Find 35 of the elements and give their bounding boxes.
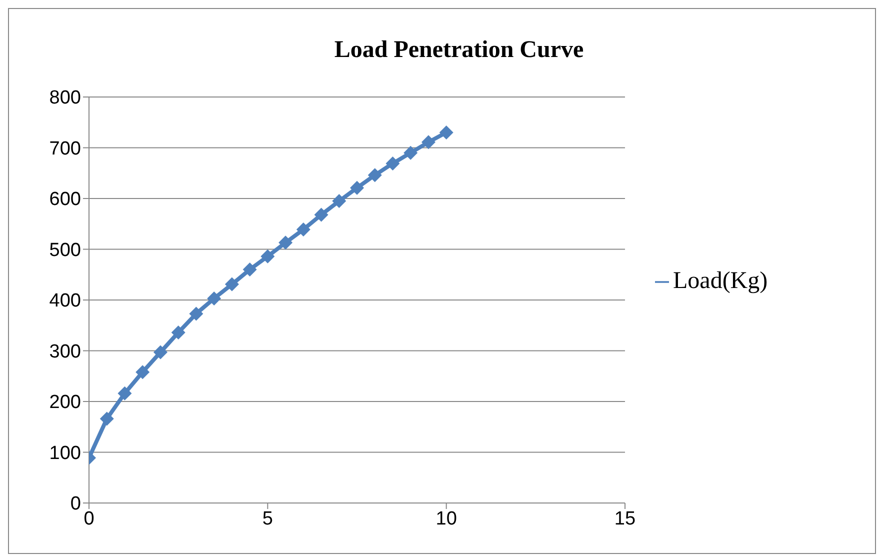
y-tick-label: 700 — [49, 138, 81, 160]
point — [404, 146, 418, 160]
point — [207, 291, 222, 306]
x-tick-label: 0 — [84, 508, 94, 530]
point — [314, 208, 328, 222]
point — [224, 277, 239, 292]
point — [100, 412, 114, 426]
point — [421, 135, 436, 150]
point — [242, 262, 257, 277]
chart-title: Load Penetration Curve — [333, 37, 585, 64]
x-tick-label: 5 — [262, 508, 273, 530]
x-tick-label: 10 — [436, 508, 457, 530]
legend-label: Load(Kg) — [673, 268, 768, 294]
y-tick-label: 0 — [70, 494, 81, 515]
point — [386, 156, 400, 170]
point — [136, 365, 150, 380]
point — [439, 126, 454, 140]
y-tick-label: 100 — [49, 442, 81, 464]
point — [260, 249, 275, 264]
y-tick-label: 200 — [49, 392, 81, 414]
point — [350, 180, 364, 195]
point — [296, 222, 310, 236]
y-tick-label: 600 — [49, 189, 81, 210]
point — [153, 345, 168, 360]
x-tick-label: 15 — [614, 508, 636, 530]
point — [332, 194, 346, 208]
point — [171, 325, 186, 340]
point — [189, 306, 204, 321]
y-tick-label: 300 — [49, 341, 81, 362]
point — [278, 236, 293, 250]
y-tick-label: 500 — [49, 240, 81, 261]
y-tick-label: 800 — [49, 88, 81, 109]
point — [118, 386, 132, 400]
y-tick-label: 400 — [49, 290, 81, 312]
point — [368, 168, 382, 182]
